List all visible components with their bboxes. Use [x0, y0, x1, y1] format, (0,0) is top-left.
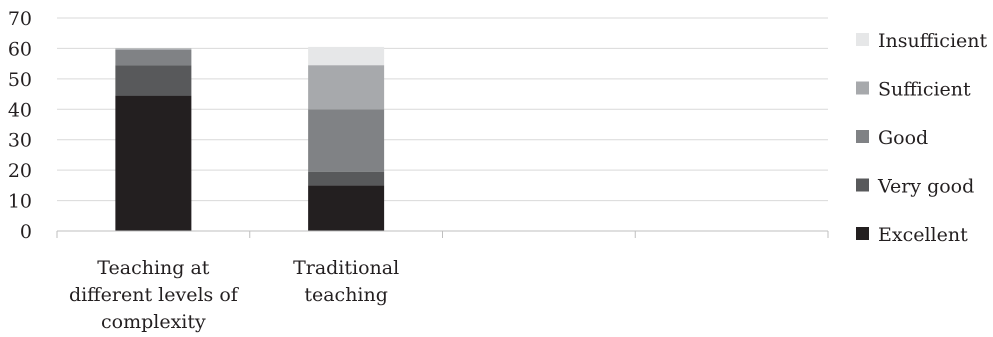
- x-category-label: Traditional: [293, 257, 399, 279]
- y-tick-label: 40: [8, 99, 32, 121]
- legend-item: Good: [856, 127, 928, 149]
- y-axis-tick-labels: 0 10 20 30 40 50 60 70: [8, 8, 32, 243]
- bar-segment: [308, 109, 385, 172]
- bars: [115, 46, 385, 231]
- y-tick-label: 30: [8, 130, 32, 152]
- x-category-label: teaching: [304, 284, 388, 306]
- bar-segment: [308, 171, 385, 186]
- bar-segment: [115, 49, 192, 66]
- legend-label: Sufficient: [878, 79, 971, 101]
- bar-segment: [115, 95, 192, 231]
- legend-swatch: [856, 81, 869, 95]
- y-tick-label: 20: [8, 160, 32, 182]
- x-category-label: Teaching at: [97, 257, 209, 279]
- legend-swatch: [856, 130, 869, 143]
- legend-label: Very good: [877, 176, 974, 198]
- bar-segment: [115, 65, 192, 96]
- legend-swatch: [856, 227, 869, 240]
- x-category-label: complexity: [101, 311, 206, 333]
- legend-swatch: [856, 178, 869, 192]
- legend-label: Excellent: [878, 224, 968, 246]
- bar-segment: [115, 48, 192, 50]
- y-tick-label: 10: [8, 191, 32, 213]
- x-axis-category-labels: Teaching at different levels of complexity…: [69, 257, 399, 333]
- legend-swatch: [856, 33, 869, 46]
- legend-item: Sufficient: [856, 79, 971, 101]
- legend: Insufficient Sufficient Good Very good Excel…: [856, 30, 988, 246]
- legend-label: Insufficient: [878, 30, 988, 52]
- legend-item: Very good: [856, 176, 974, 198]
- y-tick-label: 60: [8, 38, 32, 60]
- bar-segment: [308, 65, 385, 110]
- y-tick-label: 70: [8, 8, 32, 30]
- y-tick-label: 0: [20, 221, 32, 243]
- y-tick-label: 50: [8, 69, 32, 91]
- bar-segment: [308, 185, 385, 231]
- x-category-label: different levels of: [69, 284, 240, 306]
- x-axis: [56, 230, 829, 238]
- bar-segment: [308, 46, 385, 66]
- legend-label: Good: [878, 127, 928, 149]
- legend-item: Excellent: [856, 224, 968, 246]
- legend-item: Insufficient: [856, 30, 988, 52]
